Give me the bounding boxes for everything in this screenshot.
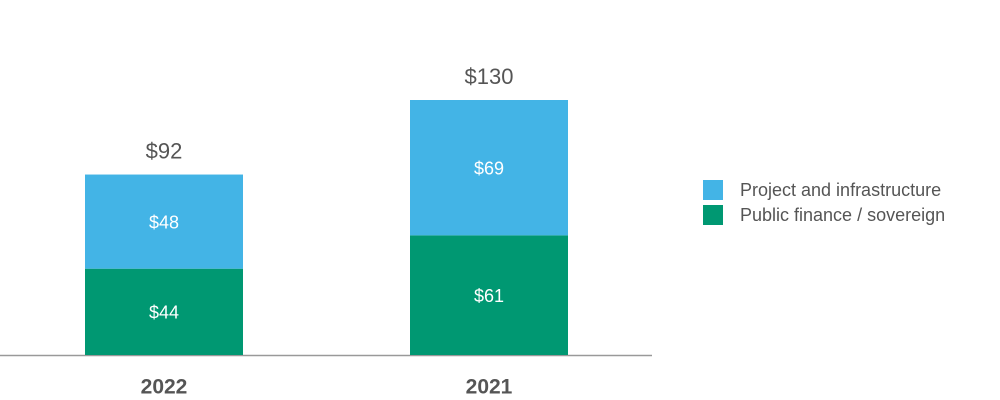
x-tick-label: 2022 [141,376,188,399]
x-tick-label: 2021 [466,376,513,399]
bar-segment [410,100,568,236]
legend-label: Public finance / sovereign [740,205,945,225]
segment-label: $69 [474,158,504,178]
legend-swatch [703,180,723,200]
legend-label: Project and infrastructure [740,180,941,200]
segment-label: $44 [149,303,179,323]
total-label: $130 [465,64,514,89]
legend-swatch [703,205,723,225]
bar-segment [410,235,568,355]
segment-label: $61 [474,286,504,306]
total-label: $92 [146,138,183,163]
segment-label: $48 [149,212,179,232]
bar-segment [85,268,243,355]
bar-segment [85,174,243,269]
